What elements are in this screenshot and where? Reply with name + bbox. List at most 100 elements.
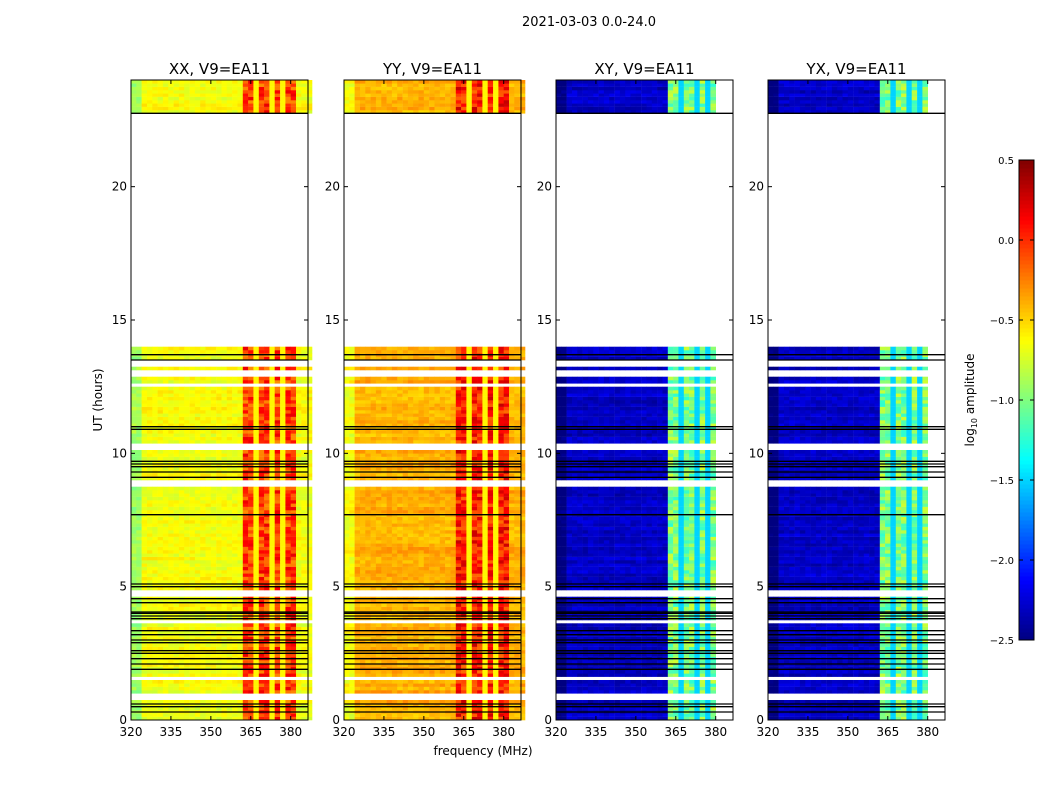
heatmap-cell [514,716,520,721]
heatmap-cell [274,503,281,507]
heatmap-cell [306,100,313,104]
heatmap-cell [296,386,302,391]
heatmap-cell [509,640,515,644]
heatmap-cell [242,583,249,587]
heatmap-cell [274,643,281,647]
heatmap-cell [439,700,446,704]
heatmap-cell [131,613,137,617]
heatmap-cell [296,713,302,717]
heatmap-cell [237,516,244,521]
heatmap-cell [264,96,270,101]
heatmap-cell [461,646,467,651]
heatmap-cell [173,390,180,394]
heatmap-cell [184,476,190,481]
heatmap-cell [157,396,164,401]
heatmap-cell [210,703,217,707]
heatmap-cell [147,706,153,711]
heatmap-cell [157,386,164,391]
heatmap-cell [237,436,244,441]
heatmap-cell [280,346,286,351]
heatmap-cell [413,600,419,604]
heatmap-cell [237,716,244,721]
heatmap-cell [152,510,158,514]
heatmap-cell [200,646,206,651]
heatmap-cell [194,653,201,657]
heatmap-cell [184,683,190,687]
heatmap-cell [509,603,515,607]
heatmap-cell [285,90,291,94]
heatmap-cell [205,523,212,527]
heatmap-cell [296,376,302,381]
heatmap-cell [269,416,275,421]
heatmap-cell [423,713,430,717]
heatmap-cell [237,570,244,574]
heatmap-cell [194,580,201,584]
heatmap-cell [253,546,259,551]
heatmap-cell [365,646,371,651]
heatmap-cell [519,646,526,651]
heatmap-cell [194,510,201,514]
heatmap-cell [360,583,366,587]
heatmap-cell [301,566,307,571]
heatmap-cell [360,643,366,647]
heatmap-cell [232,553,238,557]
heatmap-cell [269,420,275,424]
heatmap-cell [439,623,446,627]
heatmap-cell [232,380,238,384]
heatmap-cell [269,576,275,581]
heatmap-cell [290,603,297,607]
heatmap-cell [136,83,142,87]
heatmap-cell [365,716,371,721]
heatmap-cell [461,636,467,641]
heatmap-cell [237,426,244,431]
heatmap-cell [136,350,142,354]
heatmap-cell [184,533,190,537]
heatmap-cell [242,473,249,477]
heatmap-cell [258,626,265,631]
heatmap-cell [509,680,515,684]
heatmap-cell [237,563,244,567]
heatmap-cell [221,403,228,407]
heatmap-cell [423,626,430,631]
heatmap-cell [216,390,222,394]
heatmap-cell [205,520,212,524]
heatmap-cell [274,553,281,557]
heatmap-cell [360,626,366,631]
heatmap-cell [280,636,286,641]
heatmap-cell [168,110,174,114]
heatmap-cell [189,666,196,671]
heatmap-cell [397,630,403,634]
heatmap-cell [232,540,238,544]
heatmap-cell [178,623,185,627]
heatmap-cell [269,540,275,544]
heatmap-cell [306,413,313,417]
heatmap-cell [162,690,169,694]
heatmap-cell [455,643,462,647]
heatmap-cell [242,643,249,647]
heatmap-cell [258,566,265,571]
heatmap-cell [370,640,377,644]
heatmap-cell [216,580,222,584]
heatmap-cell [131,103,137,107]
heatmap-cell [375,630,382,634]
heatmap-cell [216,90,222,94]
heatmap-cell [157,573,164,577]
heatmap-cell [301,523,307,527]
heatmap-cell [290,576,297,581]
heatmap-cell [189,630,196,634]
heatmap-cell [173,356,180,361]
heatmap-cell [157,566,164,571]
heatmap-cell [274,436,281,441]
heatmap-cell [194,416,201,421]
heatmap-cell [141,546,148,551]
heatmap-cell [157,606,164,611]
heatmap-cell [136,103,142,107]
heatmap-cell [168,566,174,571]
heatmap-cell [194,660,201,664]
heatmap-cell [147,716,153,721]
heatmap-cell [455,716,462,721]
heatmap-cell [205,356,212,361]
heatmap-cell [280,700,286,704]
heatmap-cell [178,490,185,494]
